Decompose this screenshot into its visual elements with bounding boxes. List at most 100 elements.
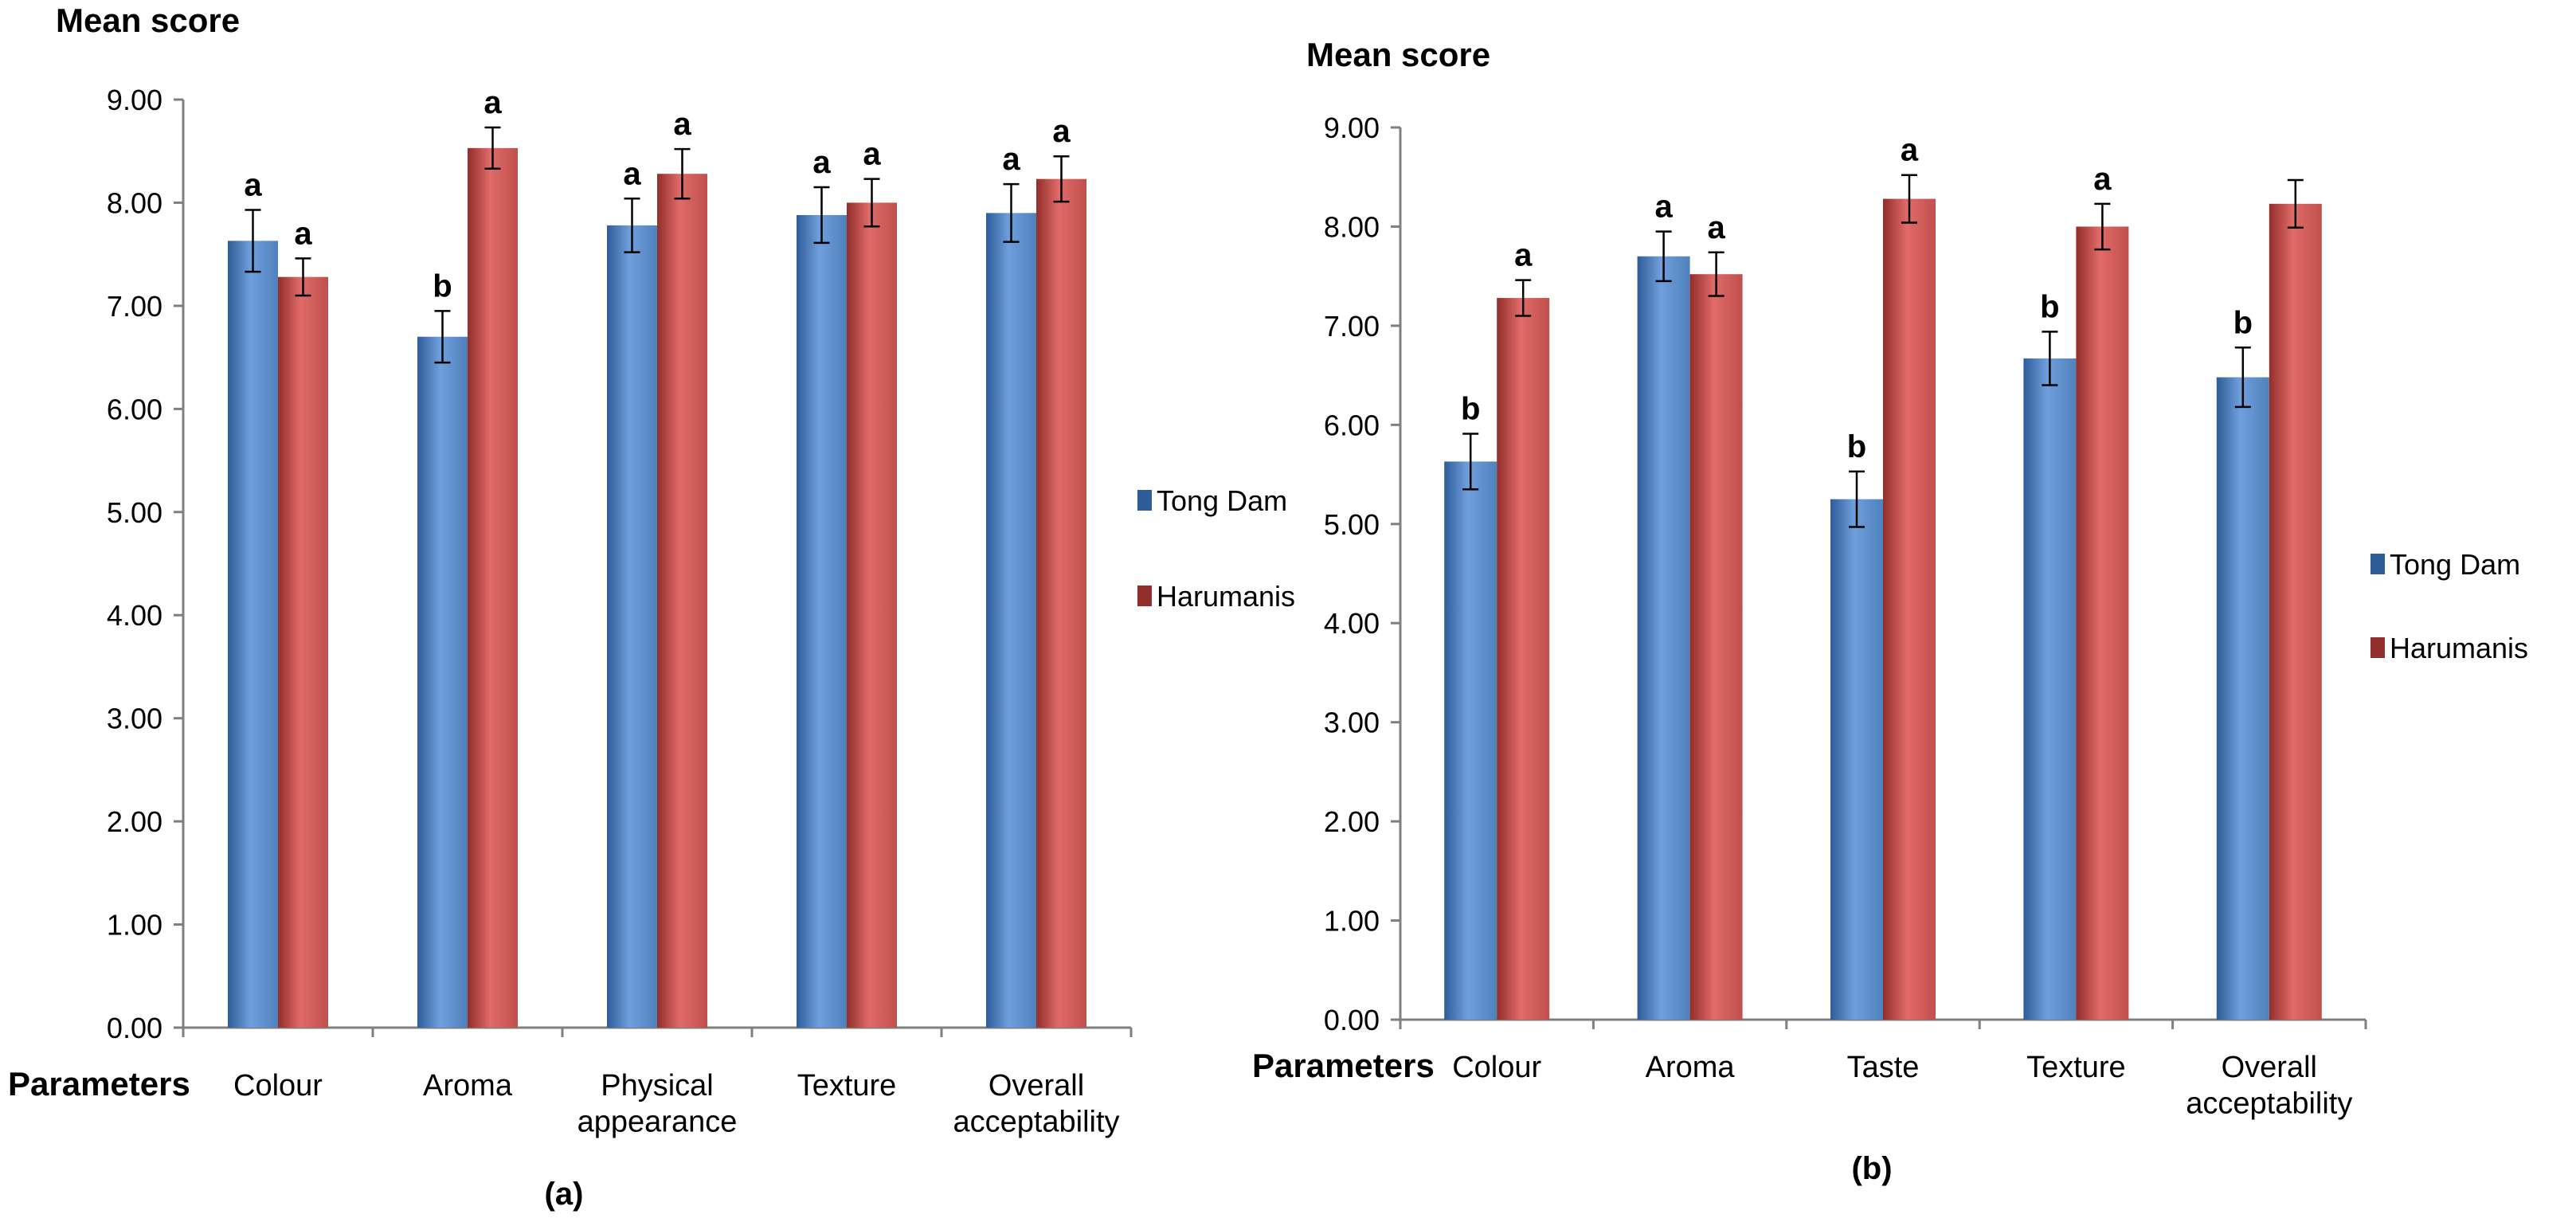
y-tick-label-a-3: 3.00 bbox=[107, 703, 162, 735]
bar-a-overall-acceptability-harumanis bbox=[1036, 178, 1086, 1028]
bar-a-texture-tong-dam bbox=[797, 214, 847, 1028]
significance-label-b-texture-tong-dam: b bbox=[2040, 289, 2059, 324]
y-tick-label-b-6: 6.00 bbox=[1324, 409, 1380, 441]
x-category-label-line: Aroma bbox=[423, 1069, 513, 1103]
significance-label-a-texture-tong-dam: a bbox=[812, 145, 831, 180]
y-tick-label-a-7: 7.00 bbox=[107, 290, 162, 323]
bar-b-aroma-tong-dam bbox=[1637, 256, 1690, 1020]
significance-label-b-taste-tong-dam: b bbox=[1847, 429, 1866, 464]
significance-label-b-texture-harumanis: a bbox=[2093, 162, 2112, 197]
x-category-label-a-physical-appearance: Physical appearance bbox=[577, 1069, 738, 1139]
significance-label-a-aroma-harumanis: a bbox=[483, 85, 502, 120]
significance-label-b-aroma-harumanis: a bbox=[1707, 210, 1725, 245]
x-category-label-a-aroma: Aroma bbox=[423, 1069, 513, 1103]
bar-a-physical-appearance-harumanis bbox=[657, 174, 707, 1028]
x-category-label-b-colour: Colour bbox=[1452, 1051, 1541, 1084]
legend-label-harumanis-b: Harumanis bbox=[2390, 632, 2528, 664]
bar-a-colour-tong-dam bbox=[228, 241, 278, 1028]
x-category-label-line: Taste bbox=[1847, 1051, 1920, 1084]
x-category-label-line: Texture bbox=[2026, 1051, 2126, 1084]
significance-label-b-colour-harumanis: a bbox=[1514, 238, 1533, 273]
bar-b-taste-harumanis bbox=[1883, 198, 1936, 1020]
significance-label-b-taste-harumanis: a bbox=[1901, 133, 1919, 168]
x-category-label-line: Colour bbox=[233, 1069, 323, 1103]
legend-swatch-harumanis-b bbox=[2370, 637, 2385, 658]
legend-a: Tong Dam Harumanis bbox=[1137, 484, 1295, 613]
y-tick-label-b-0: 0.00 bbox=[1324, 1004, 1380, 1036]
x-category-label-line: Texture bbox=[797, 1069, 897, 1103]
x-category-label-line: acceptability bbox=[2186, 1087, 2352, 1121]
bar-a-overall-acceptability-tong-dam bbox=[986, 213, 1036, 1028]
y-tick-label-a-2: 2.00 bbox=[107, 805, 162, 838]
significance-label-a-overall-acceptability-harumanis: a bbox=[1052, 114, 1071, 149]
panel-label-b: (b) bbox=[1851, 1151, 1892, 1186]
x-category-label-b-aroma: Aroma bbox=[1646, 1051, 1736, 1084]
bar-b-overall-acceptability-harumanis bbox=[2269, 203, 2322, 1020]
y-tick-label-a-0: 0.00 bbox=[107, 1012, 162, 1044]
bar-b-texture-harumanis bbox=[2076, 226, 2129, 1020]
y-tick-label-a-6: 6.00 bbox=[107, 393, 162, 425]
x-category-label-a-colour: Colour bbox=[233, 1069, 323, 1103]
chart-panel-b: Mean score Parameters (b) 0.00 1.00 2.00 3.… bbox=[1252, 36, 2528, 1186]
x-category-label-b-taste: Taste bbox=[1847, 1051, 1920, 1084]
x-category-label-line: Physical bbox=[601, 1069, 714, 1103]
y-tick-label-a-8: 8.00 bbox=[107, 186, 162, 219]
significance-label-a-overall-acceptability-tong-dam: a bbox=[1002, 142, 1020, 177]
bar-b-taste-tong-dam bbox=[1830, 499, 1883, 1020]
x-category-label-b-overall-acceptability: Overall acceptability bbox=[2186, 1051, 2352, 1121]
y-tick-label-b-3: 3.00 bbox=[1324, 707, 1380, 739]
x-category-label-line: Overall bbox=[2222, 1051, 2317, 1084]
bar-b-colour-tong-dam bbox=[1444, 461, 1497, 1020]
legend-swatch-tong-dam-a bbox=[1137, 490, 1152, 511]
bar-a-aroma-harumanis bbox=[468, 147, 518, 1028]
y-tick-label-a-5: 5.00 bbox=[107, 496, 162, 529]
x-category-label-line: Colour bbox=[1452, 1051, 1541, 1084]
bar-b-colour-harumanis bbox=[1497, 298, 1550, 1020]
x-category-label-line: appearance bbox=[577, 1106, 738, 1139]
legend-b: Tong Dam Harumanis bbox=[2370, 548, 2528, 664]
y-tick-label-b-1: 1.00 bbox=[1324, 905, 1380, 938]
x-axis-title-b: Parameters bbox=[1252, 1047, 1435, 1084]
bar-a-texture-harumanis bbox=[847, 202, 897, 1028]
legend-label-tong-dam-b: Tong Dam bbox=[2390, 548, 2520, 581]
chart-panel-a: Mean score Parameters (a) 0.00 1.00 2.00 3.… bbox=[8, 2, 1295, 1212]
y-tick-label-b-8: 8.00 bbox=[1324, 210, 1380, 243]
y-axis-title-b: Mean score bbox=[1306, 36, 1490, 73]
y-tick-label-b-4: 4.00 bbox=[1324, 607, 1380, 640]
y-tick-label-b-5: 5.00 bbox=[1324, 508, 1380, 541]
bar-a-aroma-tong-dam bbox=[417, 336, 468, 1028]
plot-area-a: 0.00 1.00 2.00 3.00 4.00 5.00 6.00 7.00 8.00 9.00… bbox=[107, 84, 1133, 1139]
panel-label-a: (a) bbox=[545, 1177, 584, 1212]
bar-a-colour-harumanis bbox=[278, 276, 328, 1028]
x-category-label-line: Overall bbox=[989, 1069, 1084, 1103]
significance-label-b-aroma-tong-dam: a bbox=[1654, 190, 1673, 225]
x-category-label-a-texture: Texture bbox=[797, 1069, 897, 1103]
x-category-label-b-texture: Texture bbox=[2026, 1051, 2126, 1084]
significance-label-a-colour-tong-dam: a bbox=[244, 168, 262, 203]
bar-a-physical-appearance-tong-dam bbox=[607, 225, 657, 1028]
y-tick-label-a-9: 9.00 bbox=[107, 84, 162, 116]
y-tick-label-b-7: 7.00 bbox=[1324, 310, 1380, 343]
significance-label-b-overall-acceptability-tong-dam: b bbox=[2233, 305, 2253, 340]
plot-area-b: 0.00 1.00 2.00 3.00 4.00 5.00 6.00 7.00 8.00 9.00… bbox=[1324, 112, 2367, 1121]
bar-b-overall-acceptability-tong-dam bbox=[2216, 377, 2269, 1020]
legend-label-harumanis-a: Harumanis bbox=[1157, 580, 1295, 613]
legend-swatch-tong-dam-b bbox=[2370, 554, 2385, 574]
significance-label-a-physical-appearance-harumanis: a bbox=[673, 107, 691, 142]
significance-label-a-aroma-tong-dam: b bbox=[433, 268, 452, 304]
y-tick-label-b-2: 2.00 bbox=[1324, 805, 1380, 838]
x-category-label-line: Aroma bbox=[1646, 1051, 1736, 1084]
legend-label-tong-dam-a: Tong Dam bbox=[1157, 484, 1287, 517]
significance-label-b-colour-tong-dam: b bbox=[1461, 392, 1480, 427]
y-tick-label-a-1: 1.00 bbox=[107, 909, 162, 942]
legend-swatch-harumanis-a bbox=[1137, 586, 1152, 606]
x-category-label-line: acceptability bbox=[953, 1106, 1119, 1139]
y-tick-label-a-4: 4.00 bbox=[107, 599, 162, 632]
y-tick-label-b-9: 9.00 bbox=[1324, 112, 1380, 144]
y-axis-title-a: Mean score bbox=[56, 2, 240, 39]
bar-b-texture-tong-dam bbox=[2023, 358, 2077, 1020]
significance-label-a-colour-harumanis: a bbox=[294, 216, 312, 251]
significance-label-a-texture-harumanis: a bbox=[863, 137, 881, 172]
bar-b-aroma-harumanis bbox=[1689, 274, 1743, 1020]
